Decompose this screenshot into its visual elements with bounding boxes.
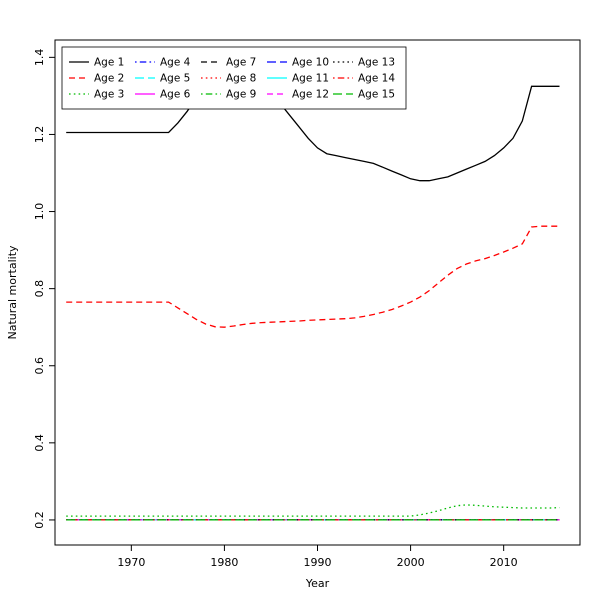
legend-label: Age 4 xyxy=(160,57,191,69)
legend-entry: Age 9 xyxy=(201,89,256,101)
x-axis-tick-label: 1980 xyxy=(210,556,238,569)
legend-label: Age 7 xyxy=(226,57,256,69)
y-axis: 0.2 0.4 0.6 0.8 1.0 1.2 1.4 xyxy=(33,49,55,529)
legend-label: Age 11 xyxy=(292,73,329,85)
y-axis-tick-label: 1.4 xyxy=(33,49,46,67)
legend-entry: Age 5 xyxy=(135,73,190,85)
legend-label: Age 10 xyxy=(292,57,329,69)
legend-label: Age 5 xyxy=(160,73,190,85)
legend-label: Age 2 xyxy=(94,73,124,85)
y-axis-tick-label: 1.2 xyxy=(33,126,46,144)
legend-label: Age 1 xyxy=(94,57,124,69)
legend-entry: Age 1 xyxy=(69,57,124,69)
series-lines xyxy=(66,74,560,521)
legend-label: Age 12 xyxy=(292,89,329,101)
y-axis-tick-label: 0.6 xyxy=(33,357,46,375)
x-axis: 1970 1980 1990 2000 2010 xyxy=(117,545,518,569)
legend-entry: Age 7 xyxy=(201,57,256,69)
legend-label: Age 8 xyxy=(226,73,256,85)
legend-label: Age 9 xyxy=(226,89,256,101)
x-axis-label: Year xyxy=(305,577,330,590)
y-axis-tick-label: 0.2 xyxy=(33,511,46,529)
legend-entry: Age 11 xyxy=(267,73,329,85)
legend-label: Age 14 xyxy=(358,73,395,85)
legend-label: Age 15 xyxy=(358,89,395,101)
y-axis-label: Natural mortality xyxy=(6,245,19,340)
x-axis-tick-label: 1990 xyxy=(304,556,332,569)
legend-entry: Age 4 xyxy=(135,57,191,69)
x-axis-tick-label: 2010 xyxy=(490,556,518,569)
series-line-age-1 xyxy=(66,74,560,182)
legend-entry: Age 12 xyxy=(267,89,329,101)
y-axis-tick-label: 0.4 xyxy=(33,434,46,452)
legend-entry: Age 13 xyxy=(333,57,395,69)
legend: Age 1 Age 2 Age 3 Age 4 Age 5 Age 6 Age 7 Age 8… xyxy=(61,46,407,110)
legend-label: Age 13 xyxy=(358,57,395,69)
legend-entry: Age 3 xyxy=(69,89,124,101)
legend-entry: Age 8 xyxy=(201,73,256,85)
x-axis-tick-label: 2000 xyxy=(397,556,425,569)
legend-label: Age 3 xyxy=(94,89,124,101)
y-axis-tick-label: 0.8 xyxy=(33,280,46,298)
legend-entry: Age 15 xyxy=(333,89,395,101)
legend-entry: Age 14 xyxy=(333,73,395,85)
y-axis-tick-label: 1.0 xyxy=(33,203,46,221)
legend-entry: Age 6 xyxy=(135,89,191,101)
legend-entry: Age 2 xyxy=(69,73,124,85)
series-line-age-2 xyxy=(66,225,560,328)
series-line-age-3 xyxy=(66,504,560,517)
legend-entry: Age 10 xyxy=(267,57,329,69)
x-axis-tick-label: 1970 xyxy=(117,556,145,569)
plot-border xyxy=(54,39,581,546)
legend-label: Age 6 xyxy=(160,89,191,101)
